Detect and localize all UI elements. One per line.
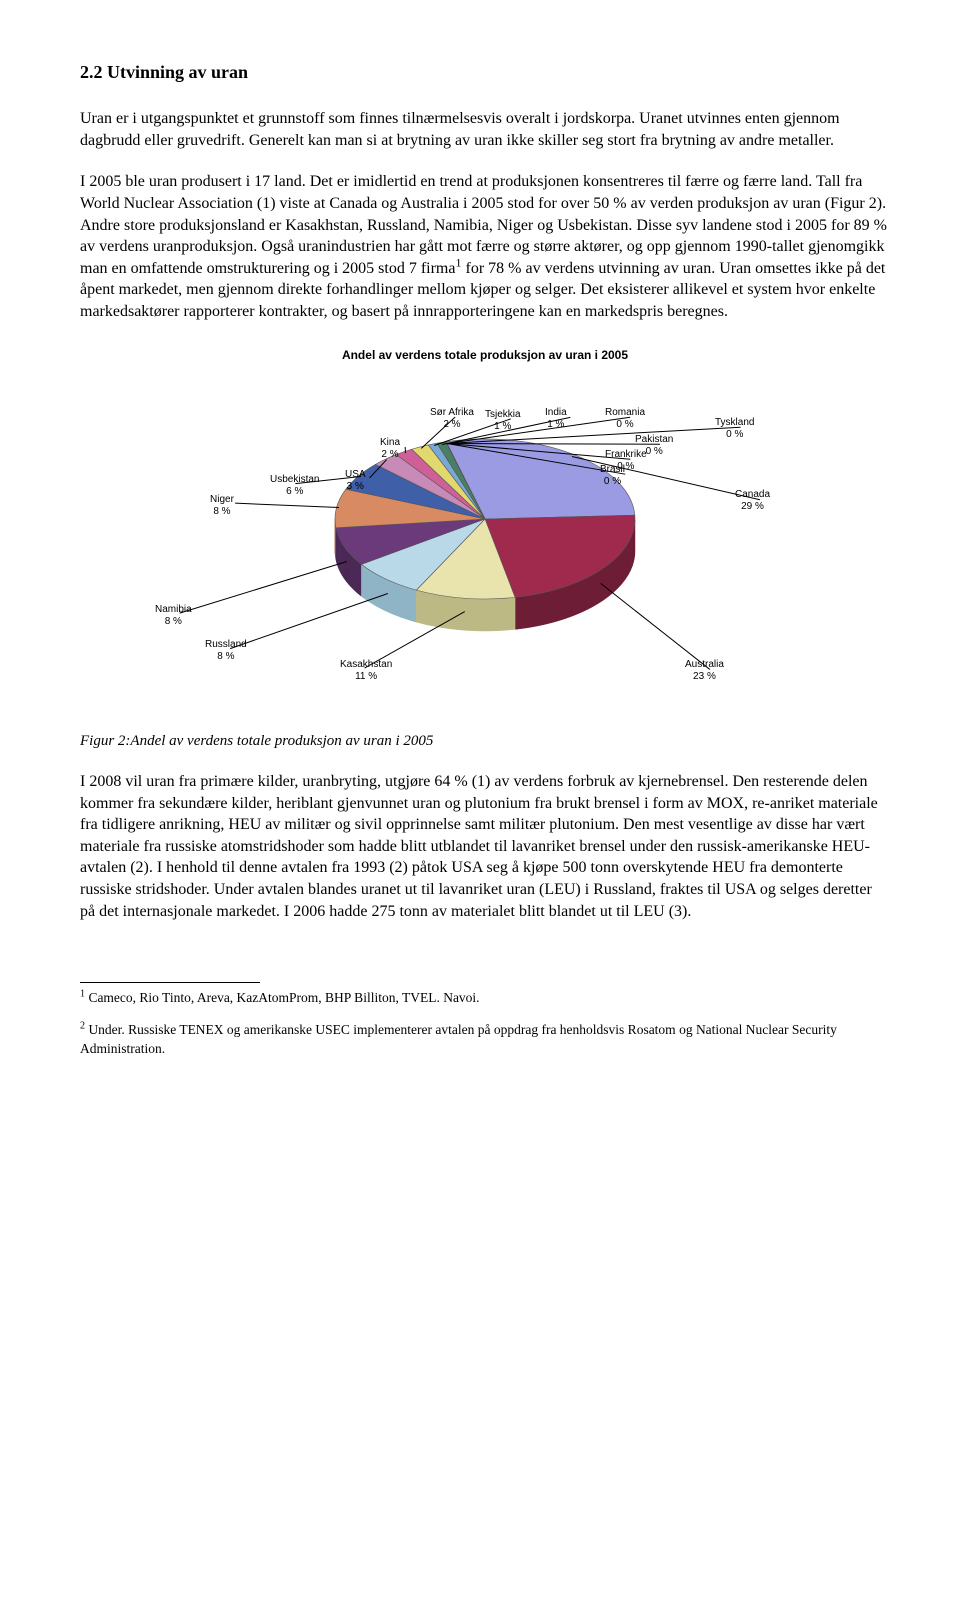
pie-slice-label: Pakistan0 %: [635, 434, 673, 459]
chart-stage: Canada29 % Australia23 % Kasakhstan11 % Rus…: [125, 379, 845, 719]
pie-slice-label: Russland8 %: [205, 639, 247, 664]
figure-caption: Figur 2:Andel av verdens totale produksj…: [80, 731, 890, 751]
footnote-2-text: Under. Russiske TENEX og amerikanske USE…: [80, 1022, 837, 1055]
pie-slice-label: Kasakhstan11 %: [340, 659, 392, 684]
section-heading: 2.2 Utvinning av uran: [80, 60, 890, 84]
pie-slice-label: Niger8 %: [210, 494, 234, 519]
footnote-separator: [80, 982, 260, 983]
pie-slice-label: Tyskland0 %: [715, 417, 754, 442]
pie-slice-label: Usbekistan6 %: [270, 474, 319, 499]
footnote-1-text: Cameco, Rio Tinto, Areva, KazAtomProm, B…: [85, 990, 480, 1005]
pie-chart-container: Andel av verdens totale produksjon av ur…: [125, 347, 845, 719]
pie-slice-label: USA3 %: [345, 469, 366, 494]
chart-title: Andel av verdens totale produksjon av ur…: [125, 347, 845, 363]
pie-slice-label: Canada29 %: [735, 489, 770, 514]
paragraph-1: Uran er i utgangspunktet et grunnstoff s…: [80, 108, 890, 151]
paragraph-2: I 2005 ble uran produsert i 17 land. Det…: [80, 171, 890, 322]
pie-slice-label: Australia23 %: [685, 659, 724, 684]
pie-slice-label: Kina2 %: [380, 437, 400, 462]
paragraph-3: I 2008 vil uran fra primære kilder, uran…: [80, 771, 890, 922]
footnote-2: 2 Under. Russiske TENEX og amerikanske U…: [80, 1021, 890, 1057]
pie-slice-label: Namibia8 %: [155, 604, 192, 629]
footnote-1: 1 Cameco, Rio Tinto, Areva, KazAtomProm,…: [80, 989, 890, 1007]
